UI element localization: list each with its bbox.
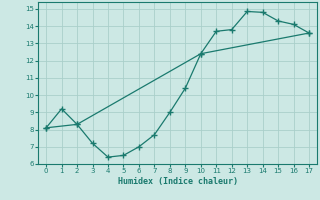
X-axis label: Humidex (Indice chaleur): Humidex (Indice chaleur) <box>118 177 238 186</box>
